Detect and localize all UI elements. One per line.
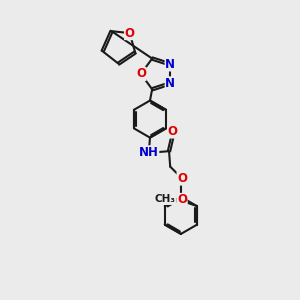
Text: O: O: [136, 68, 146, 80]
Text: N: N: [165, 77, 175, 90]
Text: CH₃: CH₃: [155, 194, 176, 205]
Text: O: O: [177, 194, 187, 206]
Text: N: N: [165, 58, 175, 71]
Text: O: O: [124, 27, 135, 40]
Text: NH: NH: [139, 146, 159, 159]
Text: O: O: [177, 172, 187, 185]
Text: O: O: [168, 125, 178, 138]
